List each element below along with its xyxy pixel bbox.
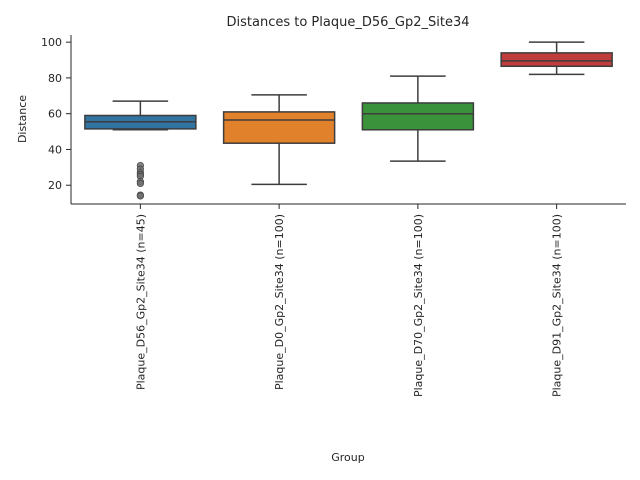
outlier-point [136, 179, 144, 188]
y-tick-label: 20 [48, 179, 62, 192]
box-group [361, 75, 475, 162]
y-axis-label: Distance [16, 95, 29, 143]
y-axis-ticks: 20 40 60 80 100 [41, 36, 71, 192]
iqr-box [222, 111, 336, 144]
iqr-box [500, 52, 613, 68]
box-group [500, 41, 613, 76]
x-tick-label: Plaque_D70_Gp2_Site34 (n=100) [412, 214, 425, 397]
x-tick-label: Plaque_D56_Gp2_Site34 (n=45) [134, 214, 147, 390]
y-tick-label: 60 [48, 108, 62, 121]
box-group [84, 100, 197, 200]
y-tick-label: 40 [48, 143, 62, 156]
boxes [84, 41, 613, 200]
x-tick-label: Plaque_D91_Gp2_Site34 (n=100) [551, 214, 564, 397]
y-tick-label: 100 [41, 36, 62, 49]
box-group [222, 94, 336, 186]
y-tick-label: 80 [48, 72, 62, 85]
x-axis-label: Group [331, 451, 365, 464]
iqr-box [361, 102, 475, 131]
chart-title: Distances to Plaque_D56_Gp2_Site34 [227, 15, 470, 30]
x-axis-ticks: Plaque_D56_Gp2_Site34 (n=45) Plaque_D0_Gp… [134, 204, 564, 397]
x-tick-label: Plaque_D0_Gp2_Site34 (n=100) [273, 214, 286, 390]
outlier-point [136, 192, 144, 200]
